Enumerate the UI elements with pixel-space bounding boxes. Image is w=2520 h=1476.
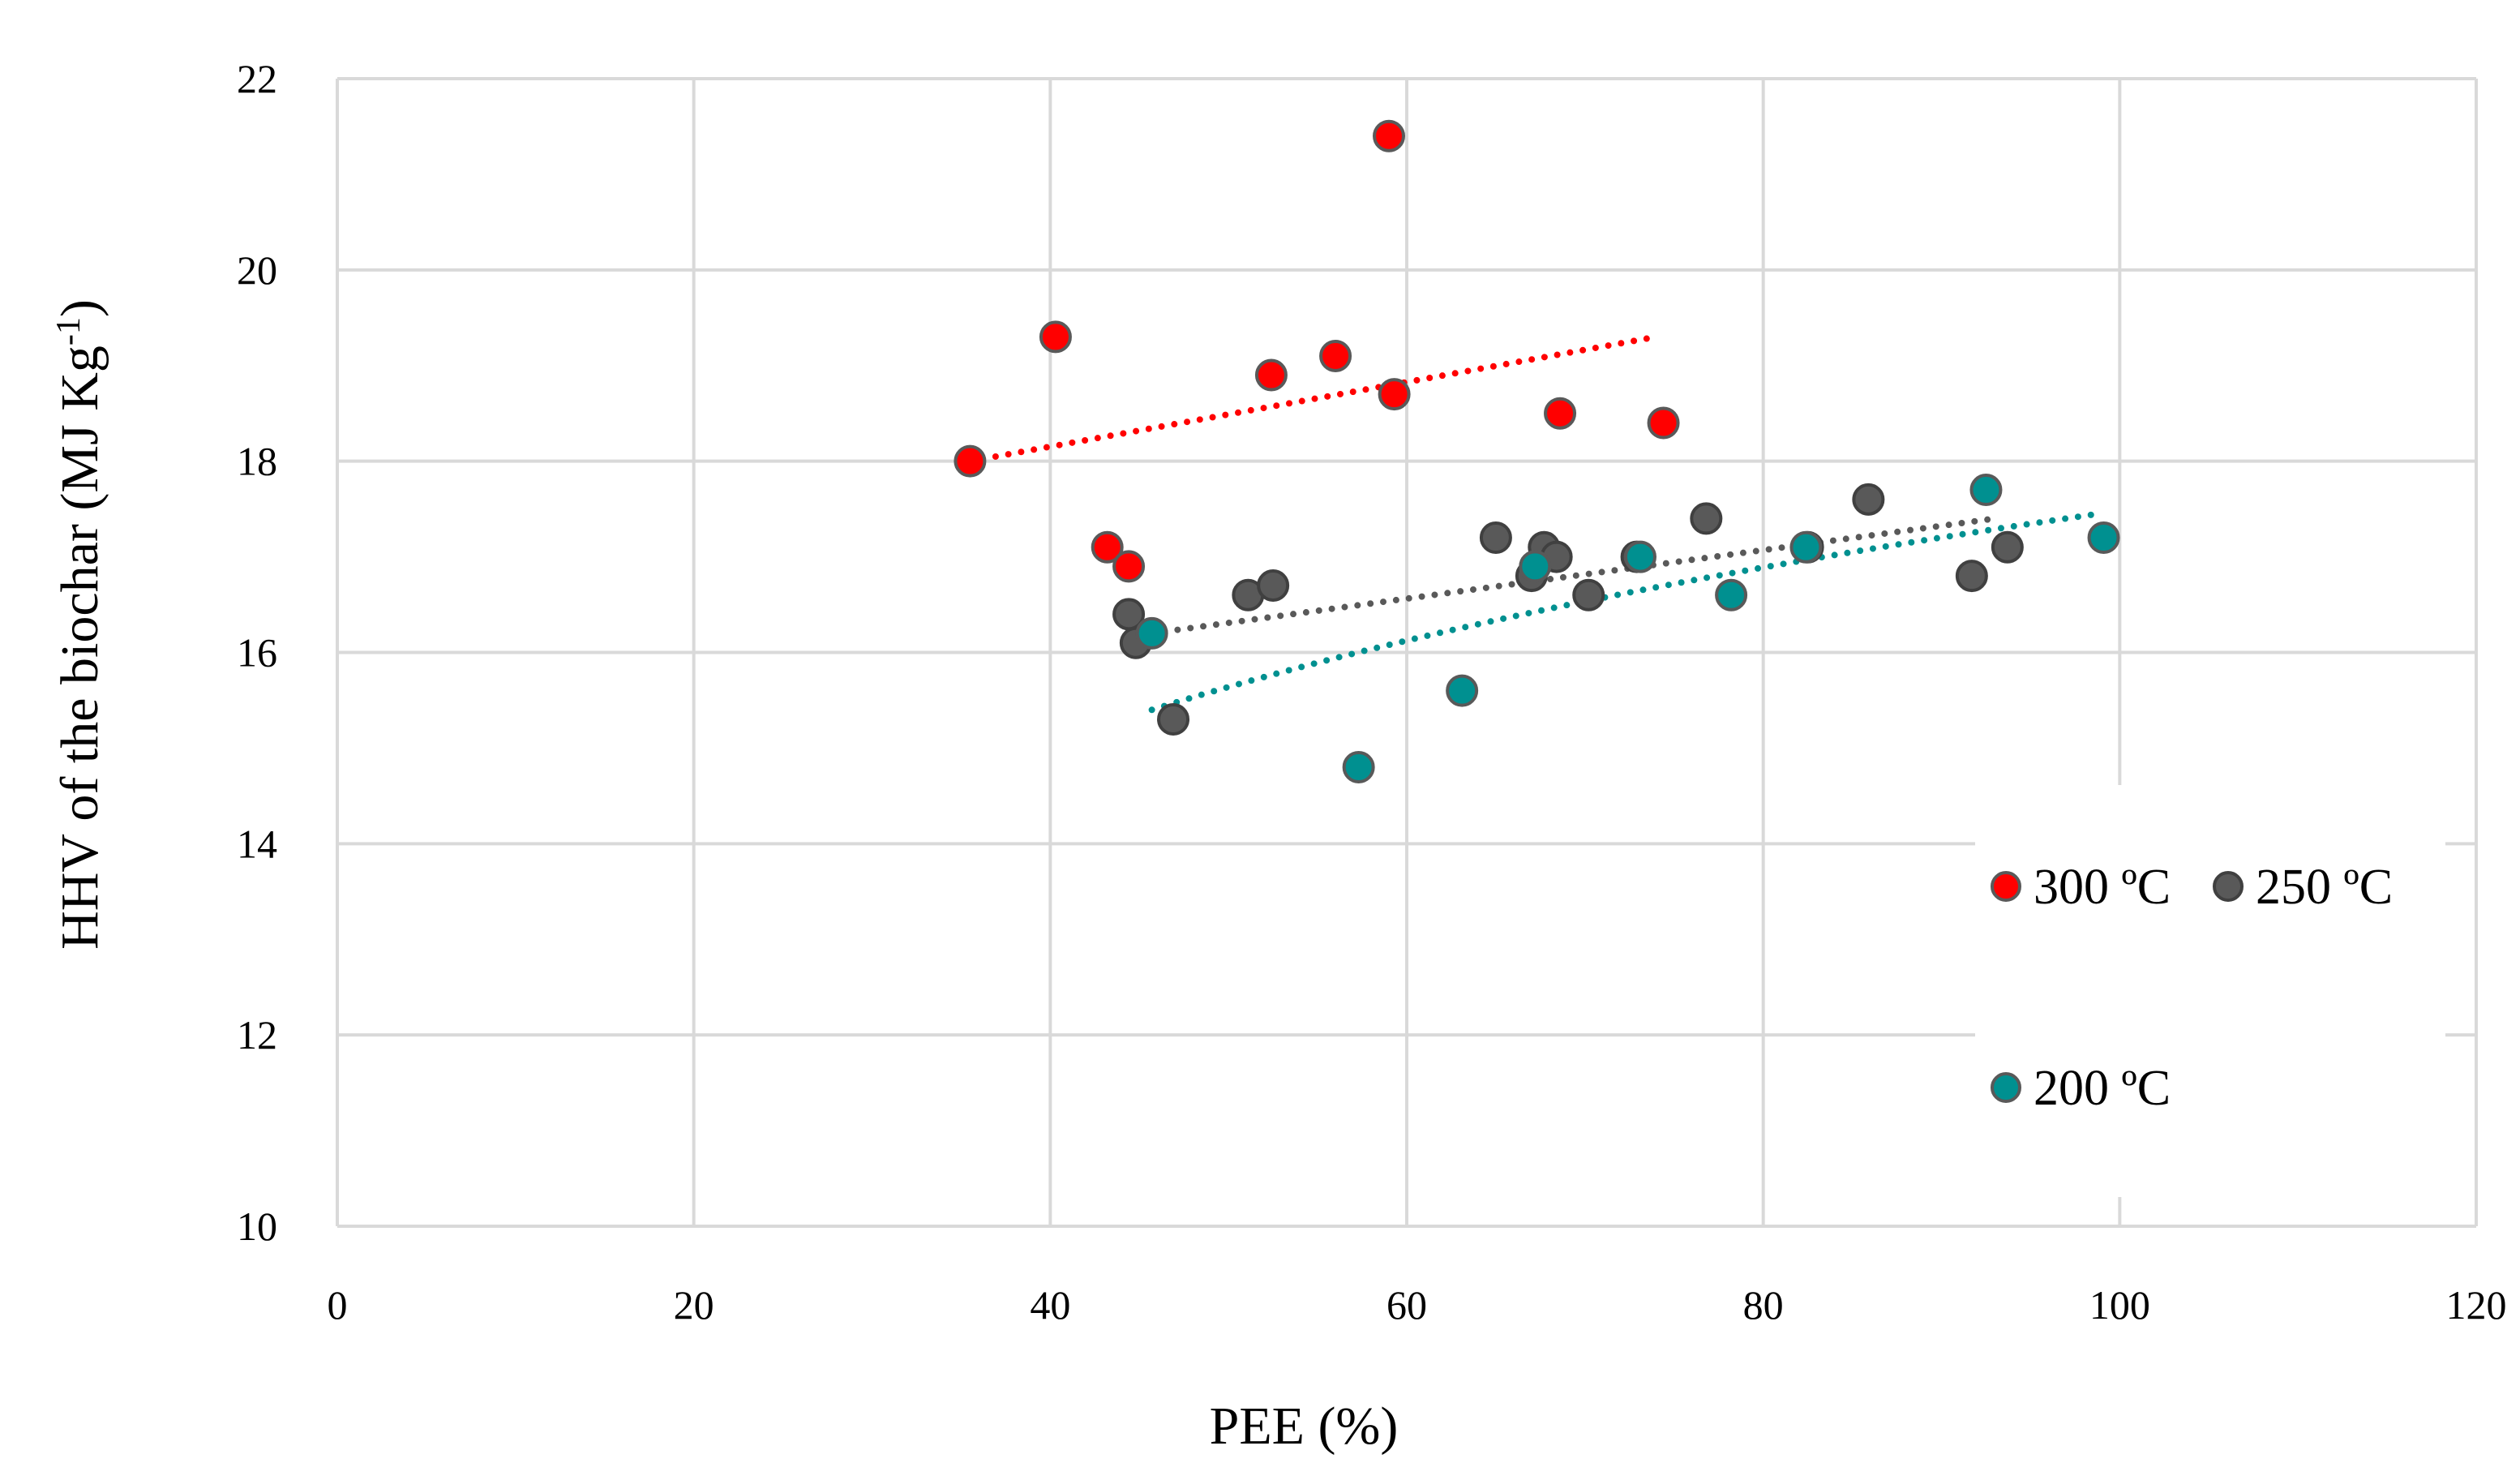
point-series-2-7: [1969, 474, 2003, 507]
trendlines: [966, 333, 2102, 714]
x-tick-label-40: 40: [1030, 1282, 1070, 1328]
x-tick-label-100: 100: [2089, 1282, 2150, 1328]
point-series-1-2: [1157, 703, 1190, 736]
y-tick-label-22: 22: [237, 56, 277, 101]
legend-label-250: 250 ºC: [2256, 860, 2393, 915]
y-tick-label-12: 12: [237, 1012, 277, 1058]
x-tick-label-120: 120: [2446, 1282, 2507, 1328]
x-tick-label-80: 80: [1743, 1282, 1784, 1328]
point-series-2-3: [1519, 550, 1552, 583]
x-axis-title: PEE (%): [1210, 1397, 1399, 1456]
point-series-0-0: [954, 444, 987, 478]
y-tick-label-16: 16: [237, 630, 277, 676]
point-series-1-4: [1257, 569, 1290, 602]
legend-marker-250: [2213, 871, 2244, 902]
point-series-1-9: [1572, 578, 1605, 611]
point-series-0-9: [1647, 406, 1680, 440]
point-series-1-14: [1955, 560, 1988, 593]
y-axis-title: HHV of the biochar (MJ Kg-1): [50, 299, 109, 950]
trendline-series-1: [1148, 515, 1999, 637]
point-series-2-4: [1623, 540, 1656, 573]
x-tick-label-0: 0: [328, 1282, 348, 1328]
point-series-2-5: [1715, 578, 1748, 611]
x-axis-ticks: 0 20 40 60 80 100 120: [328, 1282, 2507, 1328]
y-tick-label-14: 14: [237, 821, 277, 866]
point-series-2-8: [2087, 521, 2120, 554]
point-series-0-8: [1544, 397, 1577, 430]
legend-label-200: 200 ºC: [2034, 1061, 2171, 1116]
point-series-0-4: [1254, 358, 1288, 392]
legend-background: [1975, 785, 2445, 1197]
point-series-1-13: [1852, 483, 1885, 516]
point-series-0-3: [1112, 550, 1146, 583]
x-tick-label-20: 20: [674, 1282, 714, 1328]
x-tick-label-60: 60: [1386, 1282, 1427, 1328]
point-series-0-5: [1319, 339, 1352, 372]
y-axis-title-end: ): [50, 299, 109, 317]
point-series-0-7: [1378, 378, 1411, 411]
point-series-1-11: [1690, 502, 1723, 535]
point-series-1-15: [1991, 530, 2024, 564]
y-axis-title-superscript: -1: [50, 317, 88, 345]
data-points: [954, 119, 2120, 783]
y-tick-label-10: 10: [237, 1204, 277, 1249]
trendline-series-0: [966, 333, 1660, 465]
point-series-0-2: [1091, 530, 1124, 564]
y-axis-ticks: 10 12 14 16 18 20 22: [237, 56, 277, 1249]
point-series-0-1: [1039, 320, 1072, 354]
point-series-2-0: [1135, 616, 1168, 650]
legend-marker-200: [1991, 1072, 2021, 1103]
point-series-0-6: [1373, 119, 1406, 152]
y-axis-title-main: HHV of the biochar (MJ Kg: [50, 345, 109, 950]
legend-marker-300: [1991, 871, 2021, 902]
point-series-1-5: [1479, 521, 1512, 554]
y-tick-label-20: 20: [237, 247, 277, 293]
legend-label-300: 300 ºC: [2034, 860, 2171, 915]
point-series-2-6: [1789, 530, 1823, 564]
y-tick-label-18: 18: [237, 439, 277, 484]
point-series-2-2: [1446, 674, 1479, 707]
legend: 300 ºC 250 ºC 200 ºC: [1975, 785, 2445, 1197]
point-series-2-1: [1342, 751, 1375, 783]
